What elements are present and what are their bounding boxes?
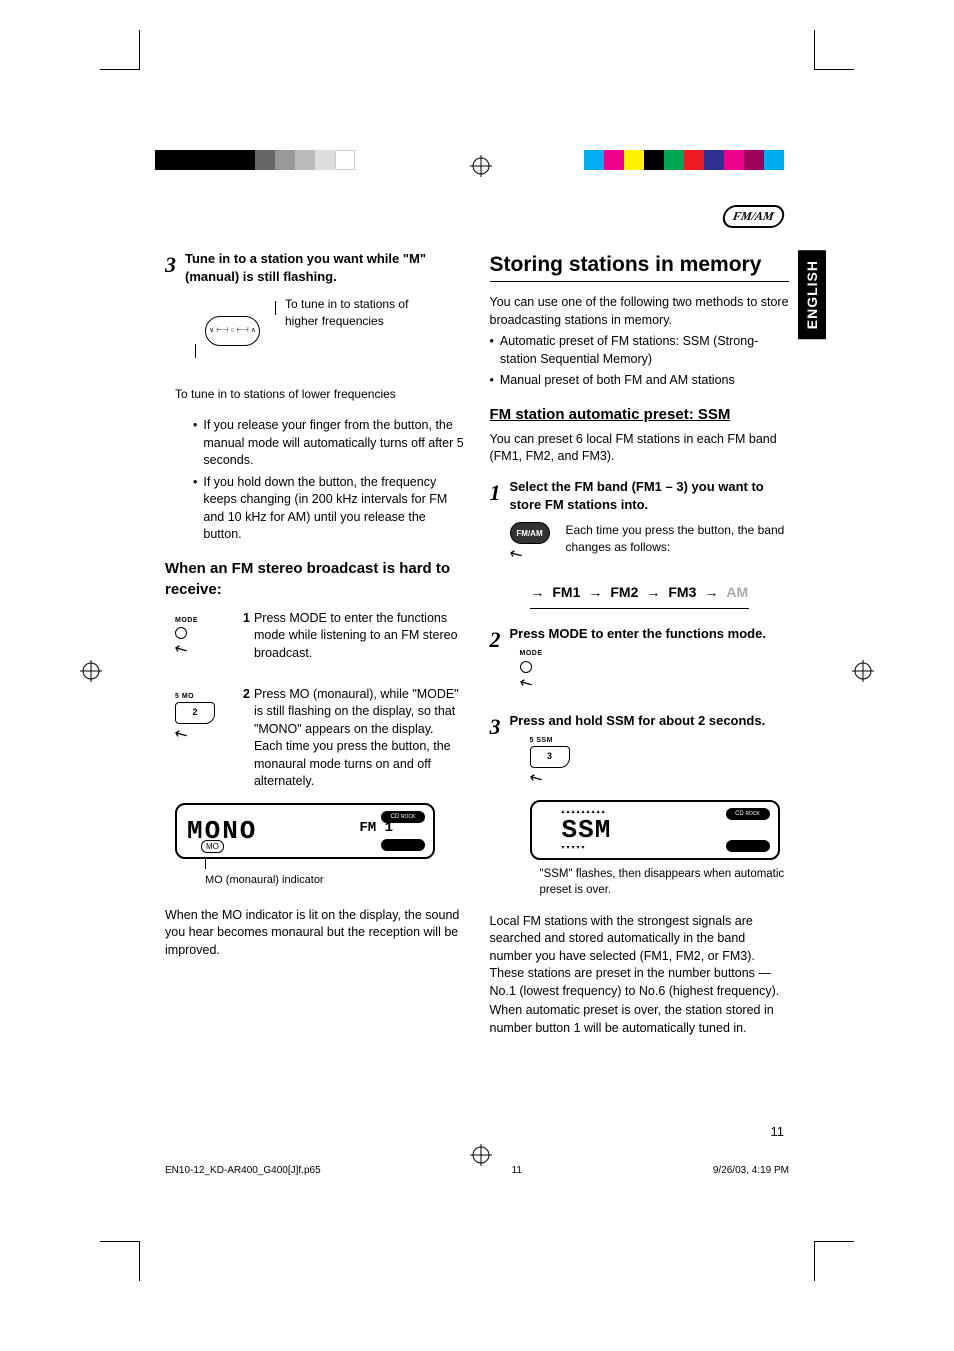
manual-page: FM/AM ENGLISH 3 Tune in to a station you… xyxy=(0,0,954,1351)
color-bar xyxy=(584,150,784,170)
band-cycle-diagram: → FM1 → FM2 → FM3 → AM xyxy=(490,583,790,603)
band-fm3: FM3 xyxy=(668,583,696,603)
tuning-dial-diagram: ∨ ⊢⊣ ○ ⊢⊣ ∧ To tune in to stations of hi… xyxy=(195,296,465,376)
step-number: 3 xyxy=(165,250,185,281)
ssm-step-1: 1 Select the FM band (FM1 – 3) you want … xyxy=(490,478,790,567)
intro-text: You can use one of the following two met… xyxy=(490,294,790,329)
right-column: Storing stations in memory You can use o… xyxy=(490,250,790,1151)
mo-caption: MO (monaural) indicator xyxy=(205,873,465,888)
hard-receive-heading: When an FM stereo broadcast is hard to r… xyxy=(165,558,465,600)
registration-mark-icon xyxy=(470,155,492,182)
substep-text: Press MODE to enter the functions mode w… xyxy=(254,610,465,668)
band-fm2: FM2 xyxy=(610,583,638,603)
ssm-step-2: 2 Press MODE to enter the functions mode… xyxy=(490,625,790,701)
registration-mark-icon xyxy=(852,660,874,687)
grayscale-bar xyxy=(155,150,355,170)
substep-text: Press MO (monaural), while "MODE" is sti… xyxy=(254,686,465,791)
mode-button-diagram: MODE ↖ xyxy=(520,649,790,695)
arrow-icon: → xyxy=(530,583,544,603)
tuning-notes-list: If you release your finger from the butt… xyxy=(193,417,465,544)
band-am: AM xyxy=(726,583,748,603)
crop-mark xyxy=(814,30,854,70)
ssm-button-diagram: 5 SSM 3 ↖ xyxy=(530,736,790,790)
page-number: 11 xyxy=(771,1124,785,1139)
page-content: 3 Tune in to a station you want while "M… xyxy=(165,250,789,1151)
fm-am-logo: FM/AM xyxy=(721,205,786,228)
ssm-label: 5 SSM xyxy=(530,736,790,746)
display-panel-mono: MONO FM 1 CD ROCK CLASSIC MO xyxy=(175,803,435,859)
step-heading: Tune in to a station you want while "M" … xyxy=(185,250,465,286)
footer-date: 9/26/03, 4:19 PM xyxy=(713,1165,789,1176)
crop-mark xyxy=(100,30,140,70)
fmam-button-icon: FM/AM xyxy=(510,522,550,544)
mode-pill xyxy=(381,839,425,851)
band-note: Each time you press the button, the band… xyxy=(566,522,790,556)
mode-pill xyxy=(726,840,770,852)
ssm-closing-1: Local FM stations with the strongest sig… xyxy=(490,913,790,1001)
band-fm1: FM1 xyxy=(552,583,580,603)
lcd-ssm-text: SSM xyxy=(562,815,612,845)
step-3: 3 Tune in to a station you want while "M… xyxy=(165,250,465,286)
mode-label: MODE xyxy=(520,649,790,659)
arrow-icon: → xyxy=(646,583,660,603)
mono-closing-text: When the MO indicator is lit on the disp… xyxy=(165,907,465,960)
dial-icon: ∨ ⊢⊣ ○ ⊢⊣ ∧ xyxy=(205,316,260,346)
button-2-icon: 2 xyxy=(175,702,215,724)
step-number: 3 xyxy=(490,712,510,743)
substep-number: 1 xyxy=(243,610,250,668)
crop-mark xyxy=(100,1241,140,1281)
title-rule xyxy=(490,281,790,282)
mode-button-diagram: MODE ↖ xyxy=(175,616,225,662)
cd-pill: CD ROCK CLASSIC xyxy=(726,808,770,820)
step-number: 1 xyxy=(490,478,510,509)
ssm-caption: "SSM" flashes, then disappears when auto… xyxy=(540,866,790,898)
step-heading: Press MODE to enter the functions mode. xyxy=(510,625,790,643)
mode-label: MODE xyxy=(175,616,225,626)
mo-button-diagram: 5 MO 2 ↖ xyxy=(175,692,225,783)
footer-page: 11 xyxy=(512,1165,522,1176)
arrow-icon: → xyxy=(704,583,718,603)
note-text: If you hold down the button, the frequen… xyxy=(203,474,464,544)
mo-indicator: MO xyxy=(201,840,224,853)
higher-freq-label: To tune in to stations of higher frequen… xyxy=(285,296,445,330)
step-heading: Select the FM band (FM1 – 3) you want to… xyxy=(510,478,790,514)
footer: EN10-12_KD-AR400_G400[J]f.p65 11 9/26/03… xyxy=(165,1165,789,1176)
ssm-closing-2: When automatic preset is over, the stati… xyxy=(490,1002,790,1037)
step-number: 2 xyxy=(490,625,510,656)
left-column: 3 Tune in to a station you want while "M… xyxy=(165,250,465,1151)
method-text: Automatic preset of FM stations: SSM (St… xyxy=(500,333,789,368)
language-tab: ENGLISH xyxy=(798,250,826,339)
methods-list: Automatic preset of FM stations: SSM (St… xyxy=(490,333,790,390)
arrow-icon: → xyxy=(588,583,602,603)
mo-label: 5 MO xyxy=(175,692,225,702)
footer-filename: EN10-12_KD-AR400_G400[J]f.p65 xyxy=(165,1165,321,1176)
display-panel-ssm: ▴▴▴▴▴▴▴▴▴ SSM ▾▾▾▾▾ CD ROCK CLASSIC xyxy=(530,800,780,860)
note-text: If you release your finger from the butt… xyxy=(203,417,464,470)
crop-mark xyxy=(814,1241,854,1281)
method-text: Manual preset of both FM and AM stations xyxy=(500,372,735,390)
substep-number: 2 xyxy=(243,686,250,791)
registration-mark-icon xyxy=(80,660,102,687)
ssm-step-3: 3 Press and hold SSM for about 2 seconds… xyxy=(490,712,790,899)
storing-heading: Storing stations in memory xyxy=(490,250,790,279)
lower-freq-label: To tune in to stations of lower frequenc… xyxy=(175,386,465,403)
ssm-heading: FM station automatic preset: SSM xyxy=(490,404,790,425)
fmam-button-diagram: FM/AM ↖ xyxy=(510,522,550,566)
step-heading: Press and hold SSM for about 2 seconds. xyxy=(510,712,790,730)
cd-pill: CD ROCK CLASSIC xyxy=(381,811,425,823)
ssm-intro: You can preset 6 local FM stations in ea… xyxy=(490,431,790,466)
button-3-icon: 3 xyxy=(530,746,570,768)
